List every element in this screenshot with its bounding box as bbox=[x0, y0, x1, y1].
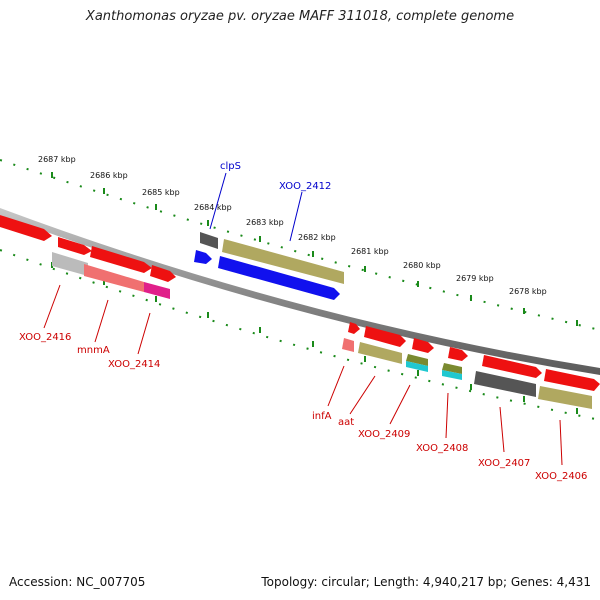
gene-infA[interactable] bbox=[342, 338, 354, 352]
accession-text: Accession: NC_007705 bbox=[9, 575, 146, 589]
gene-label-XOO_2409: XOO_2409 bbox=[358, 429, 410, 440]
kbp-label: 2685 kbp bbox=[142, 188, 180, 197]
gene-XOO_2408-part[interactable] bbox=[442, 370, 462, 380]
gene-arrow[interactable] bbox=[150, 265, 176, 282]
gene-label-mnmA: mnmA bbox=[77, 345, 110, 356]
genome-title: Xanthomonas oryzae pv. oryzae MAFF 31101… bbox=[85, 9, 515, 24]
gene-arrow[interactable] bbox=[448, 347, 468, 361]
gene-label-XOO_2412: XOO_2412 bbox=[279, 181, 331, 192]
gene-label-infA: infA bbox=[312, 411, 332, 422]
kbp-label: 2678 kbp bbox=[509, 287, 547, 296]
gene-XOO_2409[interactable] bbox=[406, 354, 428, 366]
gene-XOO_2416[interactable] bbox=[52, 252, 88, 276]
gene-arrow[interactable] bbox=[348, 322, 360, 334]
gene-arrow[interactable] bbox=[58, 237, 92, 255]
gene-aat[interactable] bbox=[358, 342, 402, 364]
gene-XOO_2412[interactable] bbox=[218, 256, 340, 300]
gene-label-XOO_2416: XOO_2416 bbox=[19, 332, 71, 343]
kbp-label: 2684 kbp bbox=[194, 203, 232, 212]
gene-arrow[interactable] bbox=[544, 369, 600, 391]
gene-XOO_2409-part[interactable] bbox=[406, 361, 428, 372]
gene-clpS[interactable] bbox=[200, 232, 218, 249]
gene-XOO_2408[interactable] bbox=[442, 363, 462, 374]
kbp-label: 2681 kbp bbox=[351, 247, 389, 256]
kbp-labels: 2687 kbp 2686 kbp 2685 kbp 2684 kbp 2683… bbox=[38, 155, 547, 296]
gene-arrow[interactable] bbox=[90, 246, 152, 273]
topology-text: Topology: circular; Length: 4,940,217 bp… bbox=[261, 575, 591, 589]
gene-XOO_2407[interactable] bbox=[474, 371, 536, 397]
gene-label-XOO_2407: XOO_2407 bbox=[478, 458, 530, 469]
kbp-label: 2686 kbp bbox=[90, 171, 128, 180]
kbp-label: 2682 kbp bbox=[298, 233, 336, 242]
gene-label-XOO_2414: XOO_2414 bbox=[108, 359, 160, 370]
gene-label-XOO_2408: XOO_2408 bbox=[416, 443, 468, 454]
gene-label-aat: aat bbox=[338, 417, 354, 428]
kbp-label: 2687 kbp bbox=[38, 155, 76, 164]
gene-XOO_2406[interactable] bbox=[538, 386, 592, 409]
kbp-label: 2679 kbp bbox=[456, 274, 494, 283]
leader-lines bbox=[43, 172, 563, 466]
gene-arrow[interactable] bbox=[0, 215, 52, 241]
gene-XOO_2414[interactable] bbox=[144, 282, 170, 299]
gene-arrow[interactable] bbox=[364, 326, 406, 347]
gene-arrow[interactable] bbox=[194, 250, 212, 264]
gene-arrow[interactable] bbox=[482, 355, 542, 378]
kbp-label: 2683 kbp bbox=[246, 218, 284, 227]
chromosome-backbone bbox=[0, 208, 600, 375]
gene-arrow[interactable] bbox=[412, 338, 434, 353]
gene-mnmA[interactable] bbox=[84, 264, 144, 292]
gene-arrow[interactable] bbox=[222, 239, 344, 284]
genes-layer bbox=[0, 215, 600, 409]
gene-label-XOO_2406: XOO_2406 bbox=[535, 471, 587, 482]
gene-labels: clpS XOO_2412 XOO_2416 mnmA XOO_2414 inf… bbox=[19, 161, 587, 482]
kbp-label: 2680 kbp bbox=[403, 261, 441, 270]
gene-label-clpS: clpS bbox=[220, 161, 241, 172]
